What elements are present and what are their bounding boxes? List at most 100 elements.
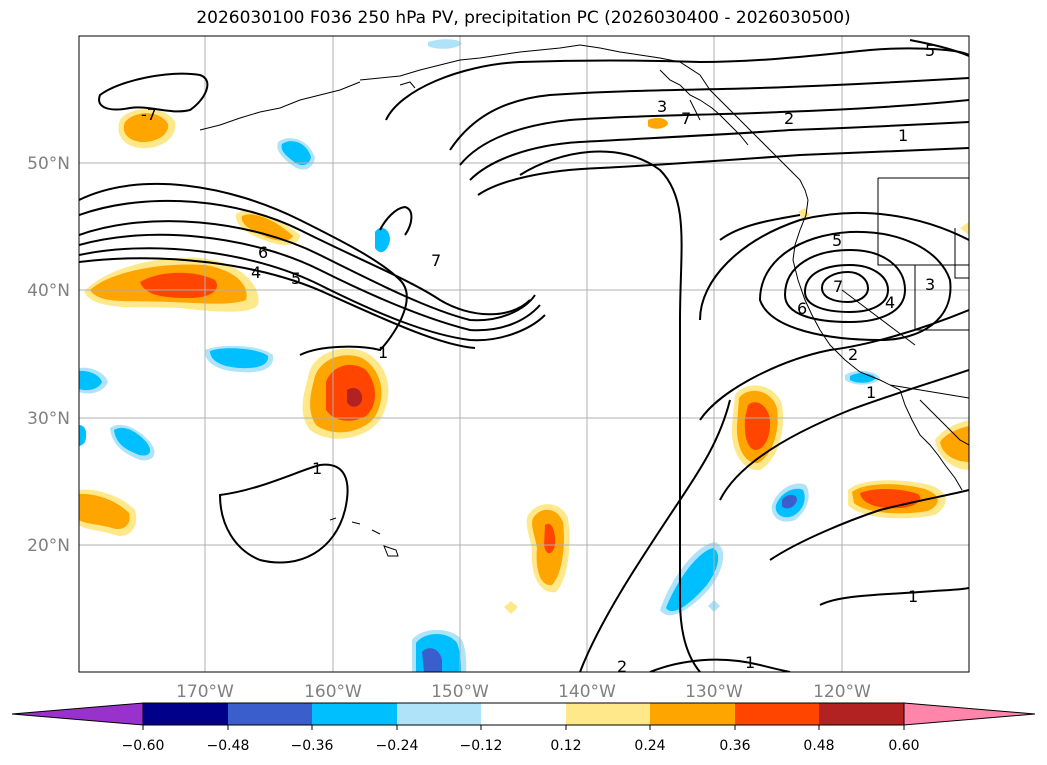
graticule <box>79 36 969 672</box>
lon-label-130w: 130°W <box>685 682 743 702</box>
lon-label-160w: 160°W <box>304 682 362 702</box>
lon-label-170w: 170°W <box>176 682 234 702</box>
queen-charlotte <box>689 99 701 121</box>
contour-label: 2 <box>784 109 794 128</box>
precip-neg-12n-152w-max <box>422 648 442 672</box>
colorbar-tick-label: −0.24 <box>376 738 419 754</box>
colorbar-extend-max <box>903 702 1036 726</box>
colorbar-bin <box>819 703 904 725</box>
pv-contour-cutoff-4 <box>820 270 870 304</box>
contour-label: 7 <box>681 109 691 128</box>
precip-negative-shading <box>79 39 880 672</box>
pv-contour-ridge-5 <box>477 147 969 196</box>
contour-label: 5 <box>832 231 842 250</box>
pv-contour-ridge-2 <box>449 77 969 151</box>
colorbar-bin <box>566 703 650 725</box>
lat-axis-labels: 50°N 40°N 30°N 20°N <box>27 154 70 556</box>
colorbar-bin <box>481 703 566 725</box>
pv-contour-6-jet <box>79 247 546 342</box>
contour-label: 1 <box>908 587 918 606</box>
map-title: 2026030100 F036 250 hPa PV, precipitatio… <box>196 8 851 28</box>
colorbar-bin <box>735 703 819 725</box>
precip-neg-22n-126w-max <box>782 494 797 509</box>
contour-label: 5 <box>925 41 935 60</box>
colorbar-bin <box>650 703 735 725</box>
kodiak <box>399 81 416 89</box>
colorbar-tick-label: 0.60 <box>888 738 919 754</box>
colorbar-tick-label: 0.36 <box>719 738 750 754</box>
colorbar-tick-label: −0.60 <box>122 738 165 754</box>
contour-label: 6 <box>258 243 268 262</box>
colorbar-tick-label: −0.12 <box>460 738 503 754</box>
pv-contour-cutoff-3 <box>803 263 890 314</box>
colorbar-bin <box>397 703 481 725</box>
pv-contour-corner-5 <box>909 39 969 57</box>
mexico-border <box>889 384 969 399</box>
precip-neg-33n-180-core <box>79 370 102 391</box>
pv-contours <box>79 39 969 672</box>
pv-contour-1-jet <box>79 182 408 356</box>
pv-contour-small-w <box>98 72 209 113</box>
precip-blob-23n-177w-mid <box>79 493 130 530</box>
colorbar-extend-min <box>11 702 144 726</box>
lon-label-120w: 120°W <box>813 682 871 702</box>
pv-contour-cutoff-1 <box>758 230 952 342</box>
pv-contour-ridge-4 <box>469 121 969 181</box>
precip-neg-43n-156w <box>375 227 390 253</box>
us-west-coast <box>792 199 901 391</box>
lat-label-20n: 20°N <box>27 536 70 556</box>
precip-neg-51n-159w-core <box>281 141 311 166</box>
contour-label: 1 <box>378 343 388 362</box>
precip-blob-53n-134w <box>648 117 668 129</box>
pv-contour-1-south <box>649 658 791 672</box>
pv-contour-south <box>769 489 969 561</box>
precip-blob-40n-170w-core <box>140 272 218 298</box>
colorbar: −0.60 −0.48 −0.36 −0.24 −0.12 0.12 0.24 … <box>11 702 1036 754</box>
precip-neg-28n-180 <box>79 425 87 446</box>
precip-blob-15n-146w <box>504 601 518 614</box>
lon-label-140w: 140°W <box>558 682 616 702</box>
precip-neg-27n-174w-core <box>114 427 151 456</box>
baja-california <box>899 389 963 491</box>
pv-contour-small-154w <box>379 205 413 236</box>
precip-blob-28n-110w-mid <box>940 426 969 462</box>
colorbar-bin <box>312 703 397 725</box>
contour-label: 1 <box>866 383 876 402</box>
hawaii-islands <box>329 517 399 557</box>
lat-label-30n: 30°N <box>27 409 70 429</box>
contour-label: 1 <box>745 653 755 672</box>
contour-label: 3 <box>657 97 667 116</box>
pv-contour-1-loop-sw <box>218 463 349 564</box>
map-content: 1 1 1 1 1 1 2 2 2 3 3 4 4 5 5 5 6 6 7 7 … <box>79 36 969 672</box>
map-frame <box>78 35 970 673</box>
precip-neg-59n-151w <box>428 39 462 49</box>
precip-blob-46n-165w-mid <box>241 214 293 241</box>
lat-label-50n: 50°N <box>27 154 70 174</box>
precip-neg-35n-165w-core <box>210 348 269 369</box>
state-line-3 <box>954 228 969 279</box>
lon-label-150w: 150°W <box>431 682 489 702</box>
pv-contour-4-jet <box>79 220 536 322</box>
pv-contour-2-jet <box>79 199 531 316</box>
pv-contour-ridge-3 <box>459 99 969 166</box>
contour-label: 7 <box>431 251 441 270</box>
contour-label: 6 <box>797 299 807 318</box>
colorbar-tick-label: 0.12 <box>550 738 581 754</box>
alaska-coast <box>359 44 741 121</box>
colorbar-ticks <box>142 725 905 730</box>
lon-axis-labels: 170°W 160°W 150°W 140°W 130°W 120°W <box>176 682 871 702</box>
pv-contour-cutoff-outer <box>699 212 969 321</box>
precip-blob-29n-128w-core <box>744 402 771 450</box>
pv-contour-cutoff-west-1 <box>719 214 801 241</box>
alaska-peninsula <box>199 81 361 131</box>
contour-label: 4 <box>251 263 261 282</box>
precip-positive-shading <box>79 108 969 614</box>
pv-contour-trough-2 <box>579 399 731 672</box>
contour-label: 7 <box>833 277 843 296</box>
pv-contour-cutoff-2 <box>783 248 907 324</box>
colorbar-outline <box>142 702 905 726</box>
precip-blob-18n-144w-core <box>544 523 556 554</box>
contour-label: 3 <box>925 275 935 294</box>
colorbar-bin <box>228 703 312 725</box>
colorbar-tick-label: −0.36 <box>291 738 334 754</box>
